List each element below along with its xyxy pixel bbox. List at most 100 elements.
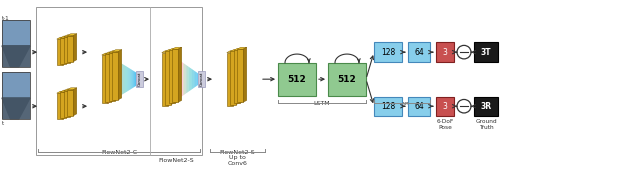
Polygon shape bbox=[183, 63, 184, 95]
Polygon shape bbox=[2, 46, 30, 67]
Bar bbox=[165, 52, 172, 105]
Text: FlowNet2-S: FlowNet2-S bbox=[158, 158, 194, 163]
Polygon shape bbox=[115, 51, 118, 101]
Polygon shape bbox=[67, 88, 77, 90]
Polygon shape bbox=[233, 51, 236, 106]
Polygon shape bbox=[162, 51, 172, 53]
Polygon shape bbox=[165, 50, 175, 52]
Polygon shape bbox=[131, 69, 132, 89]
Text: 3T: 3T bbox=[481, 48, 492, 57]
Bar bbox=[172, 49, 179, 102]
Polygon shape bbox=[175, 48, 179, 103]
Polygon shape bbox=[112, 57, 113, 101]
Bar bbox=[237, 49, 243, 102]
Text: 128: 128 bbox=[381, 102, 395, 111]
Polygon shape bbox=[190, 68, 191, 91]
Bar bbox=[2, 20, 30, 46]
Polygon shape bbox=[179, 47, 182, 102]
Polygon shape bbox=[169, 48, 179, 50]
Bar bbox=[408, 96, 430, 116]
Text: Concat: Concat bbox=[200, 72, 204, 86]
Bar bbox=[64, 37, 70, 63]
Polygon shape bbox=[123, 64, 124, 94]
Polygon shape bbox=[70, 35, 73, 63]
Bar bbox=[474, 96, 498, 116]
Bar bbox=[169, 50, 175, 103]
Text: 64: 64 bbox=[414, 102, 424, 111]
Bar bbox=[436, 96, 454, 116]
Circle shape bbox=[457, 99, 471, 113]
Polygon shape bbox=[108, 55, 109, 103]
Bar bbox=[109, 53, 115, 101]
Bar bbox=[408, 42, 430, 62]
Polygon shape bbox=[195, 71, 196, 87]
Bar bbox=[198, 71, 205, 87]
Bar bbox=[102, 55, 108, 103]
Polygon shape bbox=[70, 89, 73, 117]
Polygon shape bbox=[118, 61, 119, 97]
Bar bbox=[436, 42, 454, 62]
Polygon shape bbox=[119, 62, 120, 96]
Polygon shape bbox=[234, 48, 243, 50]
Polygon shape bbox=[176, 58, 177, 100]
Polygon shape bbox=[188, 67, 189, 92]
Text: Fully-Connected: Fully-Connected bbox=[377, 101, 428, 106]
Polygon shape bbox=[196, 72, 197, 86]
Polygon shape bbox=[118, 50, 122, 100]
Bar bbox=[374, 42, 402, 62]
Bar bbox=[2, 73, 30, 98]
Polygon shape bbox=[122, 64, 123, 95]
Polygon shape bbox=[127, 67, 129, 91]
Polygon shape bbox=[172, 50, 175, 105]
Polygon shape bbox=[134, 71, 135, 87]
Polygon shape bbox=[121, 63, 122, 95]
Text: LSTM: LSTM bbox=[314, 101, 330, 106]
Polygon shape bbox=[240, 48, 243, 103]
Polygon shape bbox=[243, 47, 247, 102]
Polygon shape bbox=[112, 50, 122, 52]
Polygon shape bbox=[111, 57, 112, 102]
Bar bbox=[67, 90, 73, 116]
Polygon shape bbox=[2, 98, 30, 119]
Bar bbox=[2, 46, 30, 67]
Polygon shape bbox=[57, 37, 67, 39]
Text: FlowNet2-C: FlowNet2-C bbox=[101, 150, 137, 155]
Polygon shape bbox=[180, 61, 181, 97]
Polygon shape bbox=[182, 63, 183, 96]
Polygon shape bbox=[117, 61, 118, 98]
Polygon shape bbox=[227, 51, 236, 53]
Bar bbox=[227, 53, 233, 106]
Polygon shape bbox=[64, 89, 73, 91]
Polygon shape bbox=[60, 36, 70, 38]
Polygon shape bbox=[185, 64, 186, 94]
Bar bbox=[60, 92, 67, 118]
Polygon shape bbox=[125, 66, 127, 92]
Polygon shape bbox=[114, 58, 115, 100]
Bar bbox=[105, 54, 111, 102]
Polygon shape bbox=[73, 88, 77, 116]
Polygon shape bbox=[181, 62, 182, 97]
Polygon shape bbox=[177, 59, 178, 99]
Polygon shape bbox=[60, 90, 70, 92]
Bar bbox=[230, 52, 236, 105]
Polygon shape bbox=[197, 73, 198, 86]
Polygon shape bbox=[108, 53, 111, 103]
Polygon shape bbox=[230, 50, 240, 52]
Bar bbox=[36, 7, 202, 155]
Polygon shape bbox=[73, 34, 77, 62]
Polygon shape bbox=[236, 50, 240, 105]
Bar bbox=[2, 98, 30, 119]
Polygon shape bbox=[109, 56, 110, 103]
Polygon shape bbox=[129, 68, 131, 90]
Text: 512: 512 bbox=[338, 75, 356, 84]
Polygon shape bbox=[168, 51, 172, 106]
Bar bbox=[64, 91, 70, 117]
Polygon shape bbox=[179, 60, 180, 98]
Polygon shape bbox=[192, 69, 193, 89]
Bar bbox=[60, 38, 67, 64]
Circle shape bbox=[457, 45, 471, 59]
Bar bbox=[374, 96, 402, 116]
Text: 128: 128 bbox=[381, 48, 395, 57]
Text: FlowNet2-S
Up to
Conv6: FlowNet2-S Up to Conv6 bbox=[220, 150, 255, 166]
Polygon shape bbox=[186, 65, 187, 93]
